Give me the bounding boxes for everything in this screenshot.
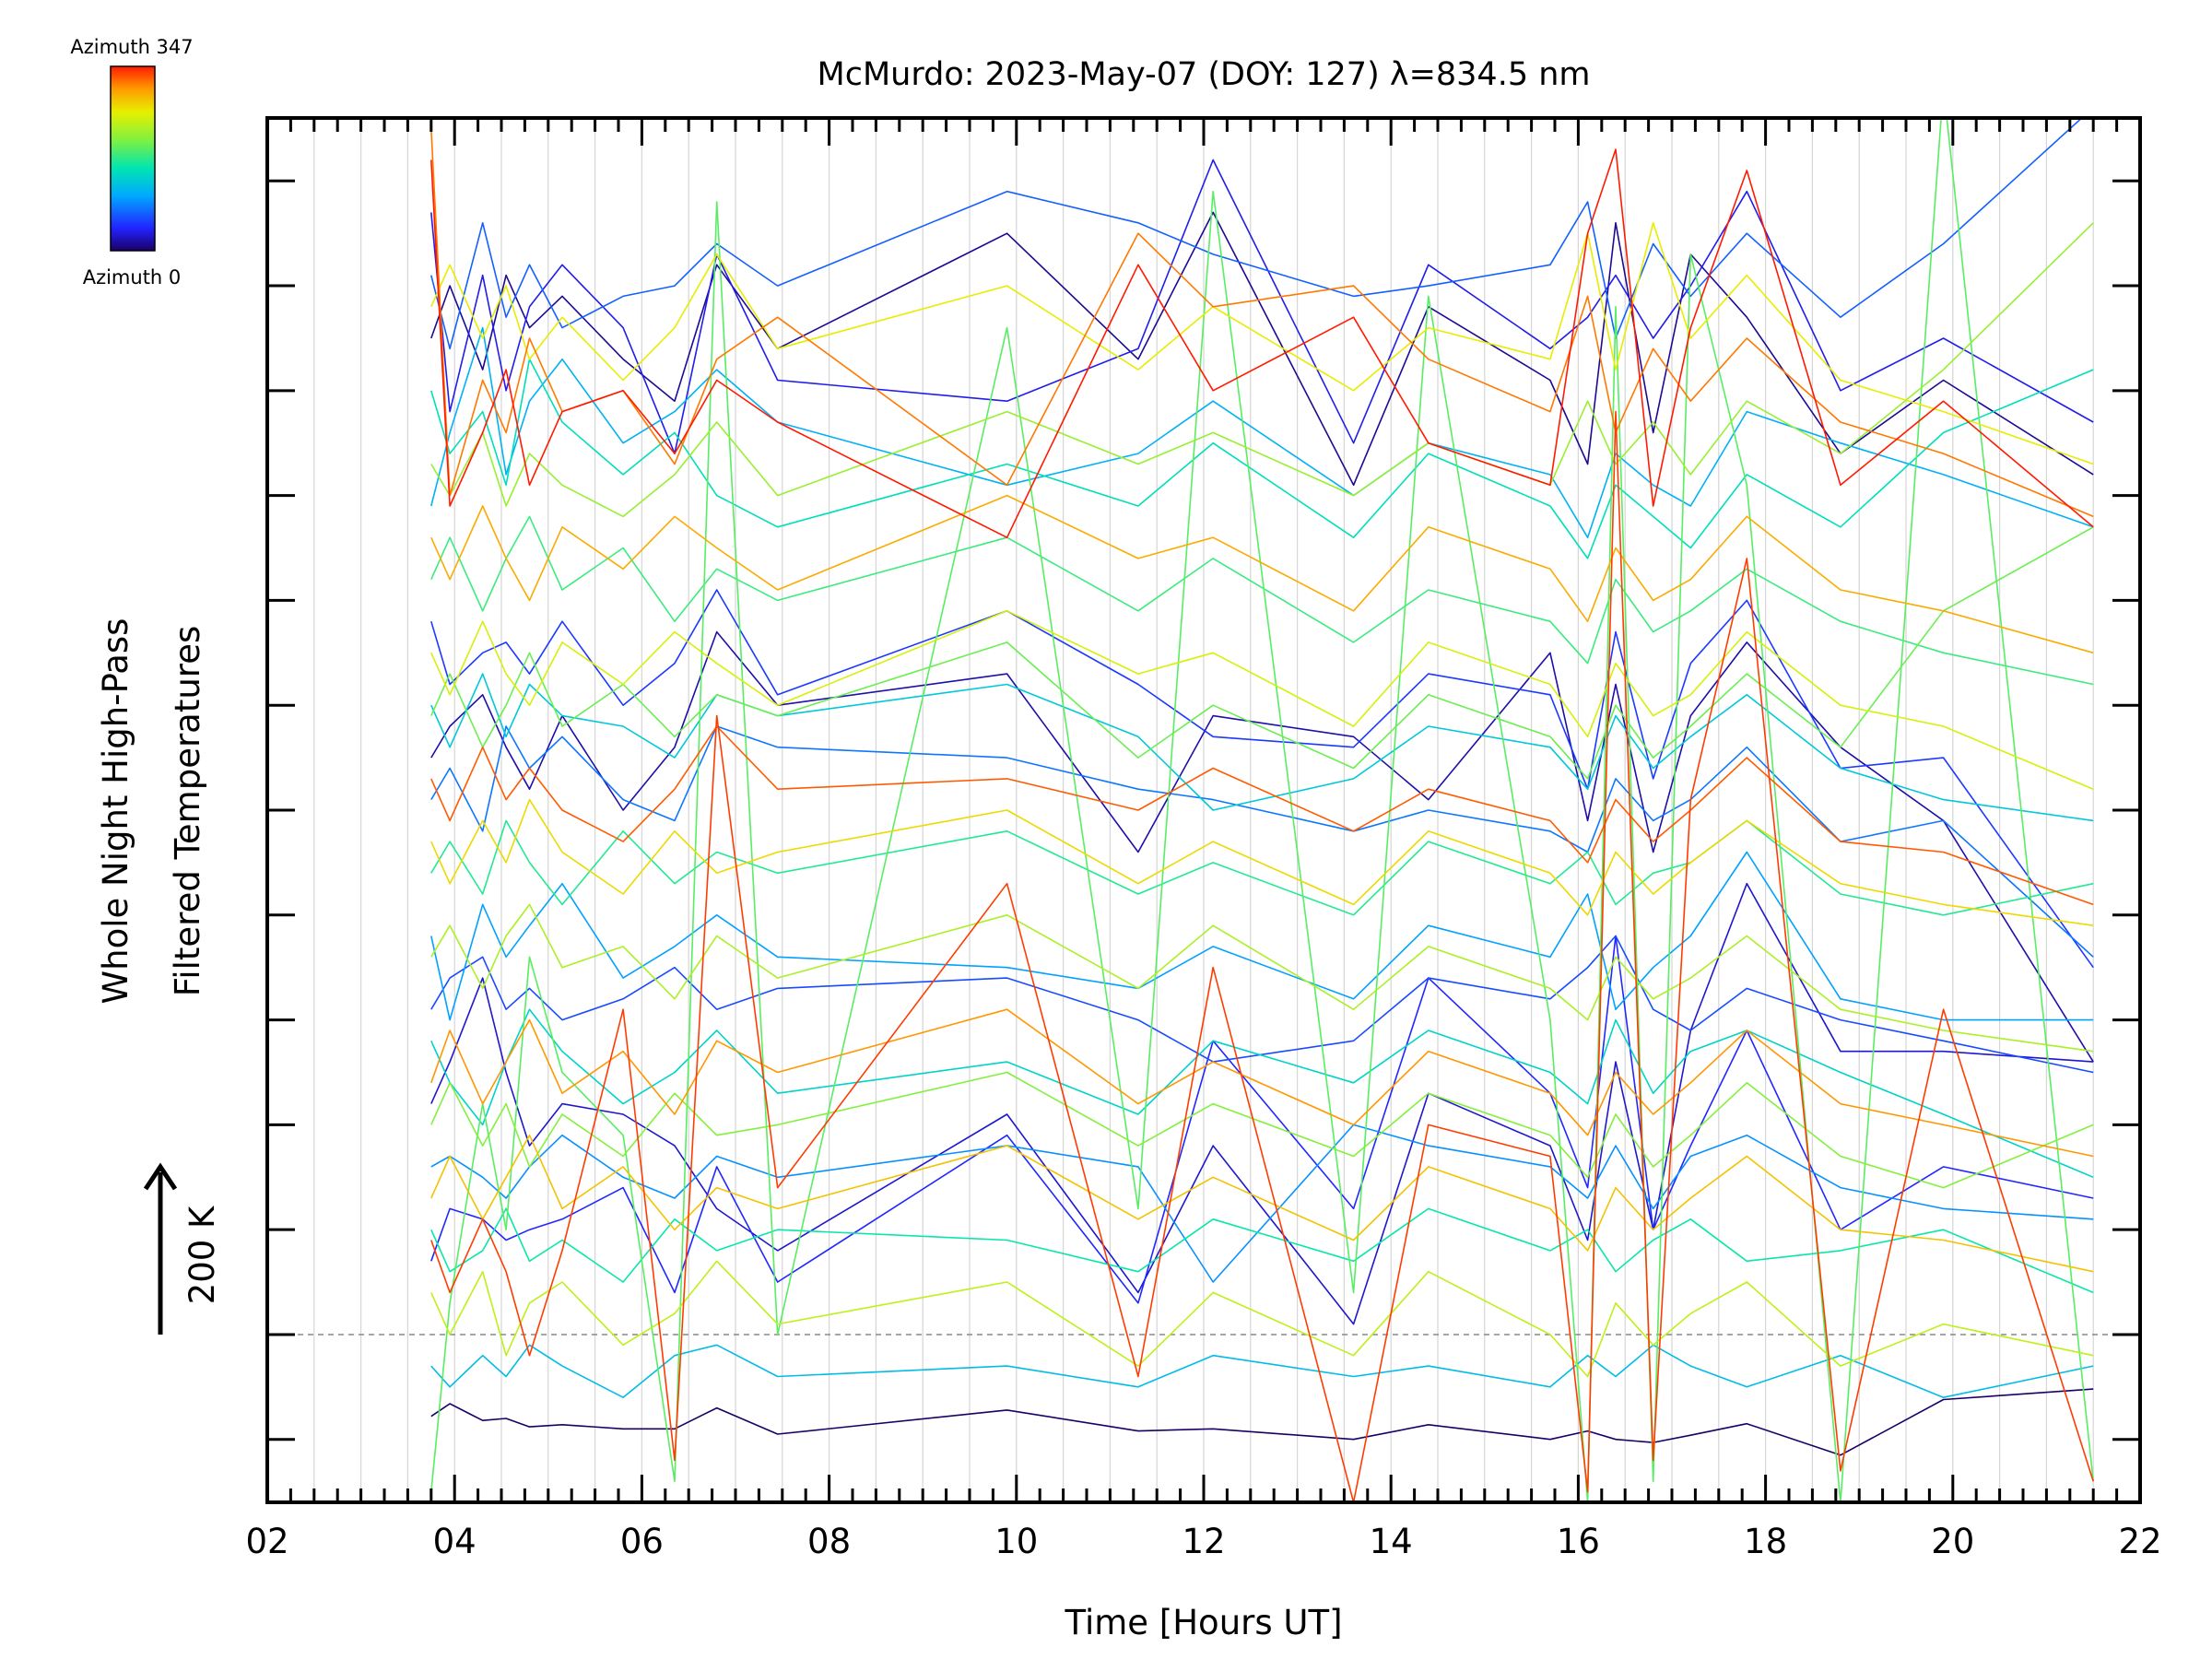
series-line-az-28	[430, 882, 2094, 1325]
series-line-az-200	[430, 526, 2094, 780]
x-tick-label: 14	[1370, 1522, 1413, 1561]
series-line-az-220	[430, 222, 2094, 518]
x-tick-label: 18	[1744, 1522, 1787, 1561]
x-tick-label: 04	[433, 1522, 477, 1561]
colorbar-gradient	[110, 65, 156, 252]
series-line-az-170	[430, 819, 2094, 916]
axis-ticks	[265, 118, 2142, 1502]
series-line-az-0	[430, 1388, 2094, 1456]
y-axis-label-line2: Filtered Temperatures	[168, 626, 207, 996]
x-tick-label: 06	[620, 1522, 664, 1561]
scale-label: 200 K	[182, 1205, 222, 1304]
scale-indicator: 200 K	[143, 1162, 222, 1335]
scale-arrow-head	[143, 1162, 178, 1191]
series-line-az-100	[430, 851, 2094, 1021]
series-line-az-272	[430, 798, 2094, 926]
series-line-az-347	[430, 148, 2094, 539]
series-line-az-326	[430, 725, 2094, 906]
series-line-az-80	[430, 725, 2094, 958]
y-axis-label: Whole Night High-Pass Filtered Temperatu…	[96, 618, 207, 1005]
series-line-az-60	[430, 935, 2094, 1074]
series-line-az-92	[430, 1124, 2094, 1283]
series-line-az-284	[430, 1134, 2094, 1273]
x-tick-label: 20	[1931, 1522, 1974, 1561]
x-tick-label: 22	[2118, 1522, 2161, 1561]
x-tick-label: 10	[994, 1522, 1038, 1561]
x-tick-label: 08	[807, 1522, 851, 1561]
y-axis-label-line1: Whole Night High-Pass	[96, 618, 135, 1005]
series-line-az-52	[430, 589, 2094, 969]
series-line-az-192	[430, 118, 2094, 1502]
series-line-az-316	[430, 128, 2094, 518]
x-tick-label: 12	[1182, 1522, 1225, 1561]
x-tick-labels: 02 04 06 08 10 12 14 16 18 20 22	[245, 1522, 2161, 1561]
series-line-az-210	[430, 1071, 2094, 1189]
colorbar: Azimuth 347 Azimuth 0	[70, 36, 193, 288]
series-line-az-140	[430, 1008, 2094, 1179]
series-line-az-230	[430, 903, 2094, 1053]
series-line-az-306	[430, 1008, 2094, 1158]
series-line-az-160	[430, 1207, 2094, 1294]
series-line-az-336	[430, 410, 2094, 1502]
series-layer	[430, 118, 2094, 1502]
series-line-az-120	[430, 1344, 2094, 1398]
series-line-az-130	[430, 673, 2094, 822]
series-line-az-240	[430, 1260, 2094, 1378]
colorbar-bottom-label: Azimuth 0	[83, 266, 182, 288]
chart-title: McMurdo: 2023-May-07 (DOY: 127) λ=834.5 …	[818, 56, 1591, 93]
x-tick-label: 02	[245, 1522, 288, 1561]
series-line-az-180	[430, 515, 2094, 686]
series-line-az-110	[430, 326, 2094, 539]
x-axis-label: Time [Hours UT]	[1064, 1603, 1342, 1642]
series-line-az-150	[430, 358, 2094, 559]
series-line-az-252	[430, 609, 2094, 790]
x-tick-label: 16	[1557, 1522, 1600, 1561]
series-line-az-296	[430, 494, 2094, 654]
colorbar-top-label: Azimuth 347	[70, 36, 193, 58]
series-line-az-36	[430, 159, 2094, 454]
series-line-az-18	[430, 630, 2094, 1063]
series-line-az-262	[430, 222, 2094, 465]
series-line-az-70	[430, 118, 2083, 350]
